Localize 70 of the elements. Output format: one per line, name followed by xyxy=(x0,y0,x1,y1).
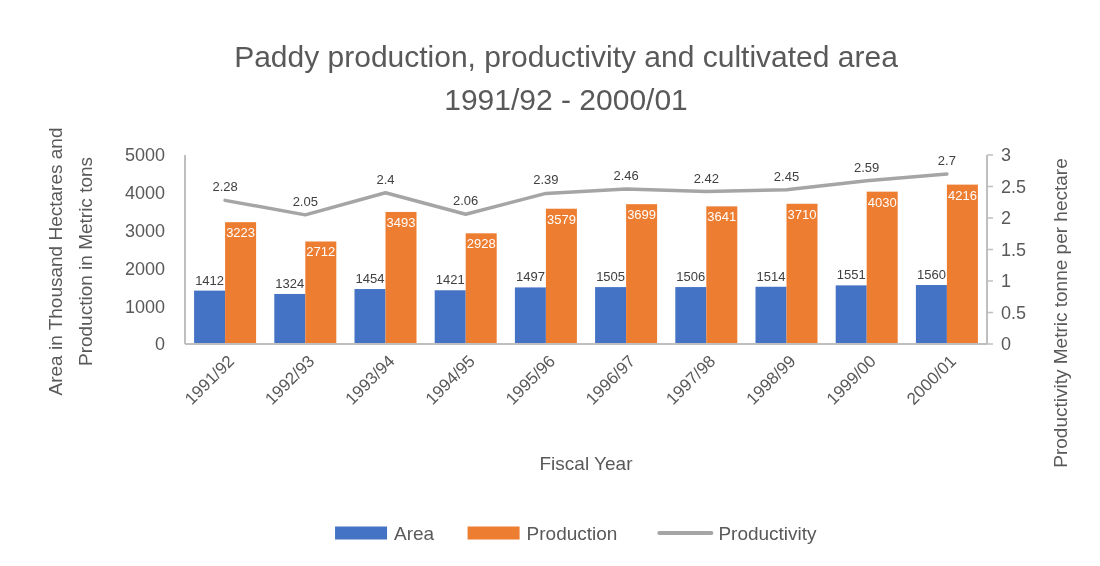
y2-tick-label: 3 xyxy=(1001,145,1012,166)
data-label: 2.7 xyxy=(937,152,956,168)
bar xyxy=(866,191,898,344)
data-label: 3710 xyxy=(787,206,817,222)
data-label: 2.06 xyxy=(453,193,479,209)
bar xyxy=(305,241,337,344)
data-label: 2.42 xyxy=(693,170,719,186)
data-label: 1551 xyxy=(836,267,866,283)
data-label: 3699 xyxy=(627,207,657,223)
bar xyxy=(274,293,306,344)
chart-title: Paddy production, productivity and cultivated area 1991/92 - 2000/01 xyxy=(234,40,899,116)
data-label: 1514 xyxy=(756,268,786,284)
data-label: 2.4 xyxy=(376,171,395,187)
bar xyxy=(385,211,417,344)
data-label: 2712 xyxy=(306,244,336,260)
bar xyxy=(626,204,658,344)
bar xyxy=(786,203,818,344)
data-label: 3641 xyxy=(707,209,737,225)
bar xyxy=(915,285,947,344)
bar xyxy=(514,287,546,344)
data-label: 2.46 xyxy=(613,168,639,184)
y2-tick-label: 0 xyxy=(1001,334,1012,355)
data-label: 3493 xyxy=(386,214,416,230)
data-label: 2.59 xyxy=(854,159,880,175)
y-tick-label: 2000 xyxy=(124,258,165,279)
y-axis-title: Area in Thousand Hectares and Production in Metric tons xyxy=(45,127,96,396)
x-axis-title: Fiscal Year xyxy=(539,453,634,474)
bar xyxy=(434,290,466,344)
bar xyxy=(465,233,497,344)
data-label: 1497 xyxy=(515,269,545,285)
y2-tick-label: 1.5 xyxy=(1001,239,1027,260)
data-label: 1506 xyxy=(676,269,706,285)
y2-tick-label: 1 xyxy=(1001,271,1012,292)
data-label: 1505 xyxy=(596,269,626,285)
y2-axis-title: Productivity Metric tonne per hectare xyxy=(1050,158,1071,468)
data-label: 1560 xyxy=(916,267,946,283)
bar xyxy=(354,289,386,344)
bar xyxy=(835,285,867,344)
data-label: 3223 xyxy=(226,225,256,241)
y-tick-label: 3000 xyxy=(124,220,165,241)
data-label: 2.39 xyxy=(533,172,559,188)
data-label: 4216 xyxy=(947,187,977,203)
data-label: 2.45 xyxy=(773,168,800,184)
bar xyxy=(225,222,257,344)
data-label: 1324 xyxy=(275,275,305,291)
bar xyxy=(675,287,707,344)
bar xyxy=(706,206,738,344)
legend-label: Area xyxy=(394,523,435,544)
y-tick-label: 0 xyxy=(154,334,165,355)
bar xyxy=(595,287,627,344)
bar xyxy=(545,208,577,344)
data-label: 1412 xyxy=(195,272,225,288)
data-label: 2.05 xyxy=(292,193,318,209)
data-label: 3579 xyxy=(546,211,576,227)
data-label: 1421 xyxy=(435,272,465,288)
legend-label: Production xyxy=(526,523,618,544)
legend-label: Productivity xyxy=(718,523,818,544)
data-label: 2928 xyxy=(466,236,496,252)
y2-tick-label: 2 xyxy=(1001,208,1012,229)
y-tick-label: 4000 xyxy=(124,183,165,204)
bar xyxy=(946,184,978,344)
data-label: 4030 xyxy=(867,194,897,210)
data-label: 1454 xyxy=(355,271,385,287)
data-label: 2.28 xyxy=(212,179,238,195)
bar xyxy=(755,286,787,344)
bar xyxy=(194,290,226,344)
y2-tick-label: 0.5 xyxy=(1001,302,1027,323)
y-tick-label: 5000 xyxy=(124,145,165,166)
y-tick-label: 1000 xyxy=(124,296,165,317)
y2-tick-label: 2.5 xyxy=(1001,176,1027,197)
